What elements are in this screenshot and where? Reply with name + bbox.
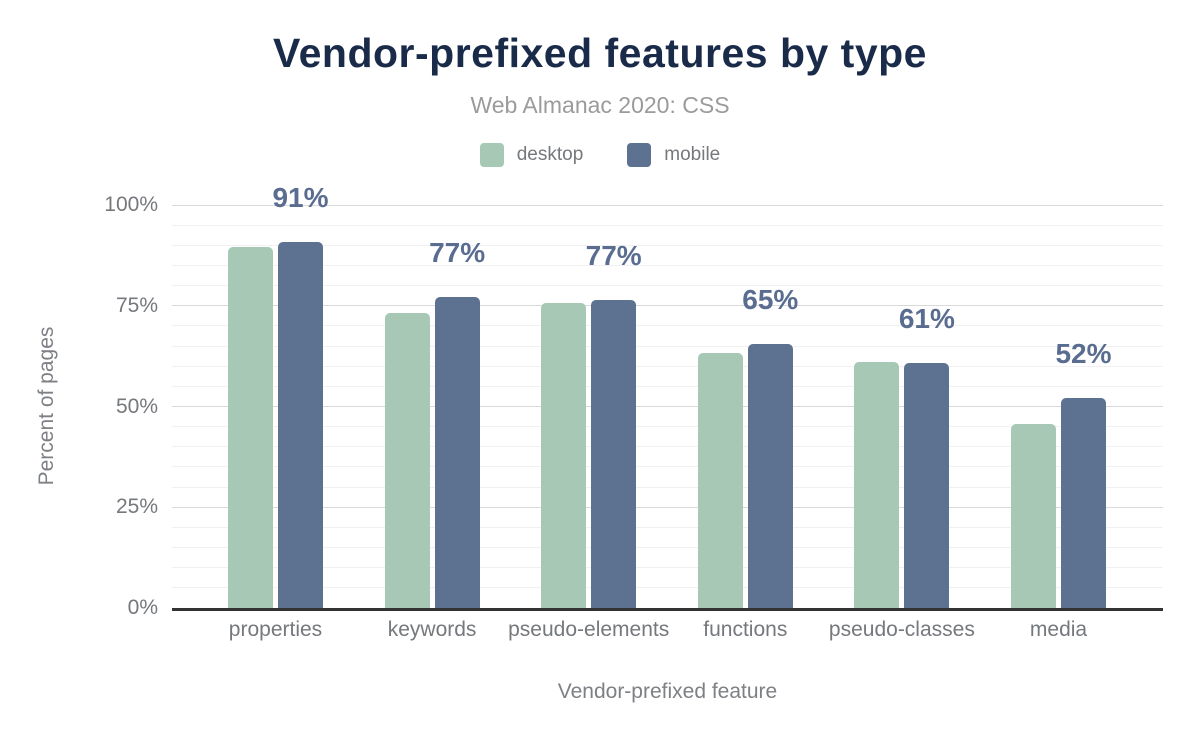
gridline-major xyxy=(172,506,1163,508)
gridline-minor xyxy=(172,587,1163,589)
bar-desktop-properties[interactable] xyxy=(228,246,273,608)
y-tick-label: 25% xyxy=(115,495,158,519)
y-tick-label: 100% xyxy=(104,193,158,216)
gridline-minor xyxy=(172,264,1163,266)
gridline-minor xyxy=(172,244,1163,246)
gridline-minor xyxy=(172,224,1163,226)
gridline-minor xyxy=(172,426,1163,428)
bar-mobile-media[interactable] xyxy=(1061,397,1106,608)
x-axis-title: Vendor-prefixed feature xyxy=(557,680,778,703)
bar-value-label-properties: 91% xyxy=(272,181,329,213)
bar-mobile-pseudo-classes[interactable] xyxy=(904,362,950,608)
x-tick-label-functions: functions xyxy=(703,618,788,641)
x-tick-label-pseudo-elements: pseudo-elements xyxy=(508,618,670,641)
bar-value-label-pseudo-classes: 61% xyxy=(898,302,955,334)
bar-mobile-pseudo-elements[interactable] xyxy=(591,299,637,608)
gridline-minor xyxy=(172,567,1163,569)
x-tick-label-media: media xyxy=(1029,618,1088,641)
bar-desktop-pseudo-classes[interactable] xyxy=(854,362,900,608)
mobile-swatch-icon xyxy=(627,143,652,167)
bar-value-label-functions: 65% xyxy=(742,284,799,316)
bar-desktop-media[interactable] xyxy=(1011,423,1056,608)
legend-label-mobile: mobile xyxy=(664,144,721,165)
desktop-swatch-icon xyxy=(479,143,504,167)
bar-value-label-media: 52% xyxy=(1055,337,1112,369)
x-tick-label-keywords: keywords xyxy=(387,618,477,641)
gridline-minor xyxy=(172,365,1163,367)
x-tick-label-pseudo-classes: pseudo-classes xyxy=(828,618,975,641)
legend-item-desktop[interactable]: desktop xyxy=(479,143,584,167)
gridline-minor xyxy=(172,466,1163,468)
y-tick-label: 50% xyxy=(115,394,158,418)
chart-title: Vendor-prefixed features by type xyxy=(273,30,927,76)
gridline-major xyxy=(172,406,1163,407)
bar-value-label-keywords: 77% xyxy=(429,236,486,268)
legend: desktop mobile xyxy=(0,143,1200,167)
gridline-minor xyxy=(172,385,1163,387)
y-tick-label: 75% xyxy=(115,293,158,317)
gridline-minor xyxy=(172,486,1163,488)
bar-value-label-pseudo-elements: 77% xyxy=(585,239,642,271)
bar-desktop-pseudo-elements[interactable] xyxy=(541,303,587,608)
gridline-minor xyxy=(172,345,1163,347)
gridline-major xyxy=(172,305,1163,307)
bar-mobile-functions[interactable] xyxy=(747,344,793,608)
chart-subtitle: Web Almanac 2020: CSS xyxy=(470,92,730,118)
plot-area: 91% 77% 77% 65% 61% 52% xyxy=(172,183,1163,611)
legend-item-mobile[interactable]: mobile xyxy=(627,143,720,167)
bar-mobile-keywords[interactable] xyxy=(434,296,480,608)
gridline-minor xyxy=(172,446,1163,448)
bar-desktop-keywords[interactable] xyxy=(384,313,430,608)
gridline-minor xyxy=(172,325,1163,327)
y-tick-label: 0% xyxy=(127,596,158,619)
gridline-major xyxy=(172,204,1163,206)
bar-desktop-functions[interactable] xyxy=(697,352,743,608)
legend-label-desktop: desktop xyxy=(516,144,584,165)
bar-mobile-properties[interactable] xyxy=(278,241,323,608)
gridline-minor xyxy=(172,285,1163,287)
gridline-minor xyxy=(172,547,1163,549)
gridline-minor xyxy=(172,526,1163,528)
x-tick-label-properties: properties xyxy=(228,618,323,641)
